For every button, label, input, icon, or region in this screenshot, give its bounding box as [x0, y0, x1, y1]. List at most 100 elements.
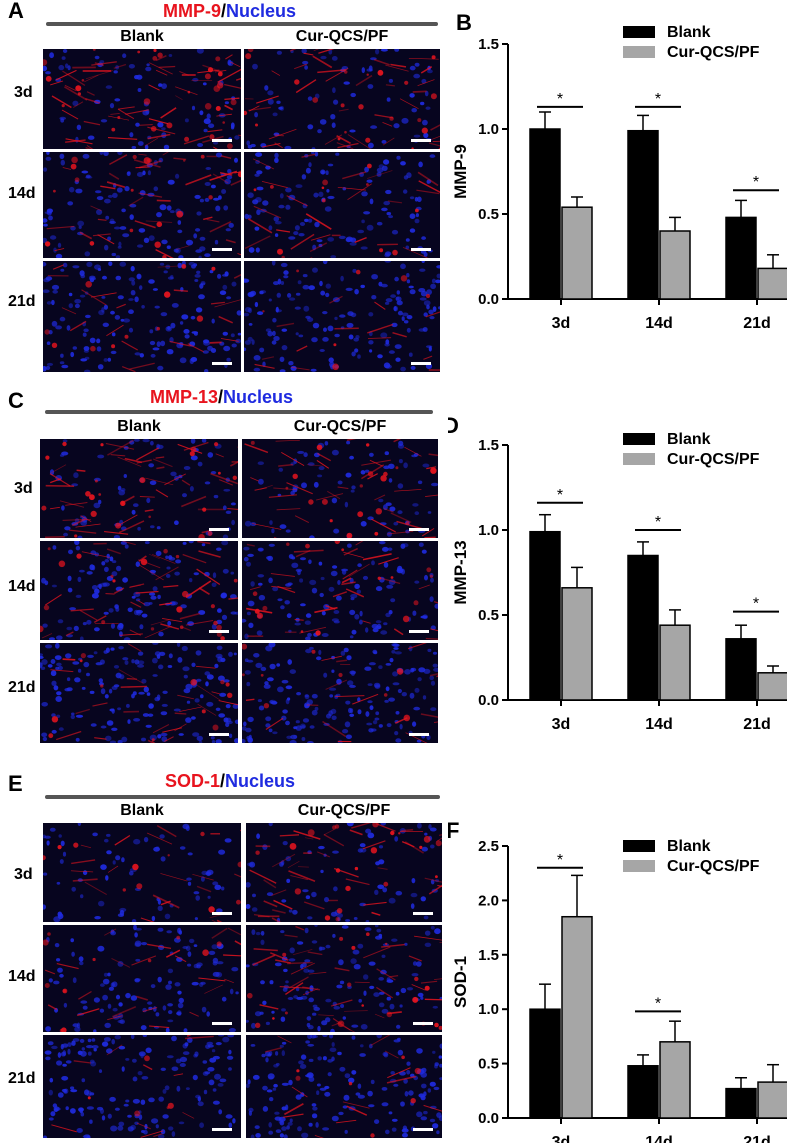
row-label-21d: 21d	[8, 293, 36, 310]
y-tick-label: 1.0	[478, 1001, 499, 1018]
y-tick-label: 1.0	[478, 522, 499, 539]
y-tick-label: 1.5	[478, 437, 499, 454]
bar	[725, 638, 757, 701]
bar	[757, 267, 787, 300]
y-tick-label: 1.5	[478, 36, 499, 53]
legend-swatch	[623, 860, 655, 872]
bar	[627, 554, 659, 701]
row-label-3d: 3d	[14, 866, 33, 883]
micrograph-a-treated-3d	[244, 49, 440, 149]
bar	[725, 1087, 757, 1119]
row-label-21d: 21d	[8, 1070, 36, 1087]
column-header-blank: Blank	[120, 802, 164, 819]
micrograph-c-treated-14d	[242, 541, 438, 640]
micrograph-c-blank-14d	[40, 541, 238, 640]
y-tick-label: 0.0	[478, 692, 499, 709]
micrograph-texture	[40, 643, 238, 743]
x-tick-label: 21d	[743, 315, 771, 332]
significance-star: *	[557, 852, 563, 869]
bar	[561, 915, 593, 1119]
significance-star: *	[557, 487, 563, 504]
title-separator: /	[218, 387, 224, 407]
y-tick-label: 0.0	[478, 1110, 499, 1127]
marker-label: SOD-1	[165, 771, 221, 791]
row-label-14d: 14d	[8, 578, 36, 595]
bar	[757, 1081, 787, 1119]
x-tick-label: 21d	[743, 716, 771, 733]
scale-bar	[212, 248, 232, 251]
counterstain-label: Nucleus	[223, 387, 294, 407]
scale-bar	[411, 139, 431, 142]
bar	[561, 206, 593, 300]
legend-label: Cur-QCS/PF	[667, 451, 760, 468]
bar	[659, 230, 691, 300]
panel-a-title-bar	[46, 22, 438, 26]
legend-label: Blank	[667, 431, 711, 448]
row-label-3d: 3d	[14, 480, 33, 497]
micrograph-texture	[246, 823, 442, 922]
panel-e-title: SOD-1/Nucleus	[165, 771, 295, 792]
bar-chart-d: D 0.0 0.5 1.0 1.5 MMP-13 3d 14d 21d * * * Blank Cur-Q…	[448, 413, 787, 733]
panel-letter-e: E	[8, 771, 23, 796]
micrograph-texture	[242, 643, 438, 743]
micrograph-texture	[43, 152, 241, 258]
row-label-21d: 21d	[8, 679, 36, 696]
micrograph-e-blank-3d	[43, 823, 241, 922]
legend-swatch	[623, 46, 655, 58]
micrograph-texture	[43, 823, 241, 922]
micrograph-c-blank-21d	[40, 643, 238, 743]
scale-bar	[212, 1128, 232, 1131]
panel-a-title: MMP-9/Nucleus	[163, 1, 296, 22]
y-axis-label: MMP-13	[451, 540, 470, 604]
x-tick-label: 21d	[743, 1134, 771, 1143]
significance-star: *	[753, 596, 759, 613]
legend-swatch	[623, 840, 655, 852]
micrograph-texture	[244, 261, 440, 372]
significance-star: *	[557, 91, 563, 108]
y-tick-label: 0.5	[478, 607, 499, 624]
counterstain-label: Nucleus	[225, 771, 296, 791]
legend-swatch	[623, 26, 655, 38]
panel-letter-c: C	[8, 388, 24, 413]
bar	[627, 1065, 659, 1119]
micrograph-texture	[41, 439, 238, 538]
micrograph-texture	[43, 49, 241, 149]
scale-bar	[411, 362, 431, 365]
x-tick-label: 3d	[552, 1134, 571, 1143]
marker-label: MMP-9	[163, 1, 221, 21]
y-tick-label: 0.5	[478, 1056, 499, 1073]
micrograph-texture	[244, 152, 440, 258]
legend-label: Blank	[667, 838, 711, 855]
significance-star: *	[753, 174, 759, 191]
bar	[757, 672, 787, 701]
title-separator: /	[221, 1, 227, 21]
bar-chart-b: B 0.0 0.5 1.0 1.5 MMP-9 3d 14d 21d * * * Blank Cur-QC…	[451, 10, 787, 332]
scale-bar	[209, 630, 229, 633]
scale-bar	[212, 139, 232, 142]
column-header-treated: Cur-QCS/PF	[295, 28, 389, 45]
micrograph-c-treated-21d	[242, 643, 438, 743]
bar	[659, 624, 691, 701]
bar	[529, 1008, 561, 1119]
micrograph-e-treated-14d	[246, 925, 442, 1032]
micrograph-a-blank-21d	[43, 261, 241, 372]
x-tick-label: 14d	[645, 716, 673, 733]
micrograph-c-treated-3d	[242, 439, 438, 538]
legend-label: Cur-QCS/PF	[667, 858, 760, 875]
bar-chart-f: F 0.0 0.5 1.0 1.5 2.0 2.5 SOD-1 3d 14d 21d * * Blank C…	[448, 818, 787, 1143]
micrograph-e-treated-3d	[246, 823, 442, 922]
micrograph-texture	[246, 1035, 442, 1138]
significance-star: *	[655, 91, 661, 108]
micrograph-texture	[242, 541, 438, 640]
scale-bar	[209, 528, 229, 531]
significance-star: *	[655, 514, 661, 531]
y-tick-label: 2.0	[478, 892, 499, 909]
scale-bar	[212, 362, 232, 365]
panel-letter: D	[448, 413, 459, 438]
y-axis-label: SOD-1	[451, 956, 470, 1008]
x-tick-label: 3d	[552, 716, 571, 733]
micrograph-e-blank-21d	[43, 1035, 241, 1138]
bar	[659, 1041, 691, 1119]
micrograph-a-blank-14d	[43, 152, 241, 258]
bar	[725, 216, 757, 300]
